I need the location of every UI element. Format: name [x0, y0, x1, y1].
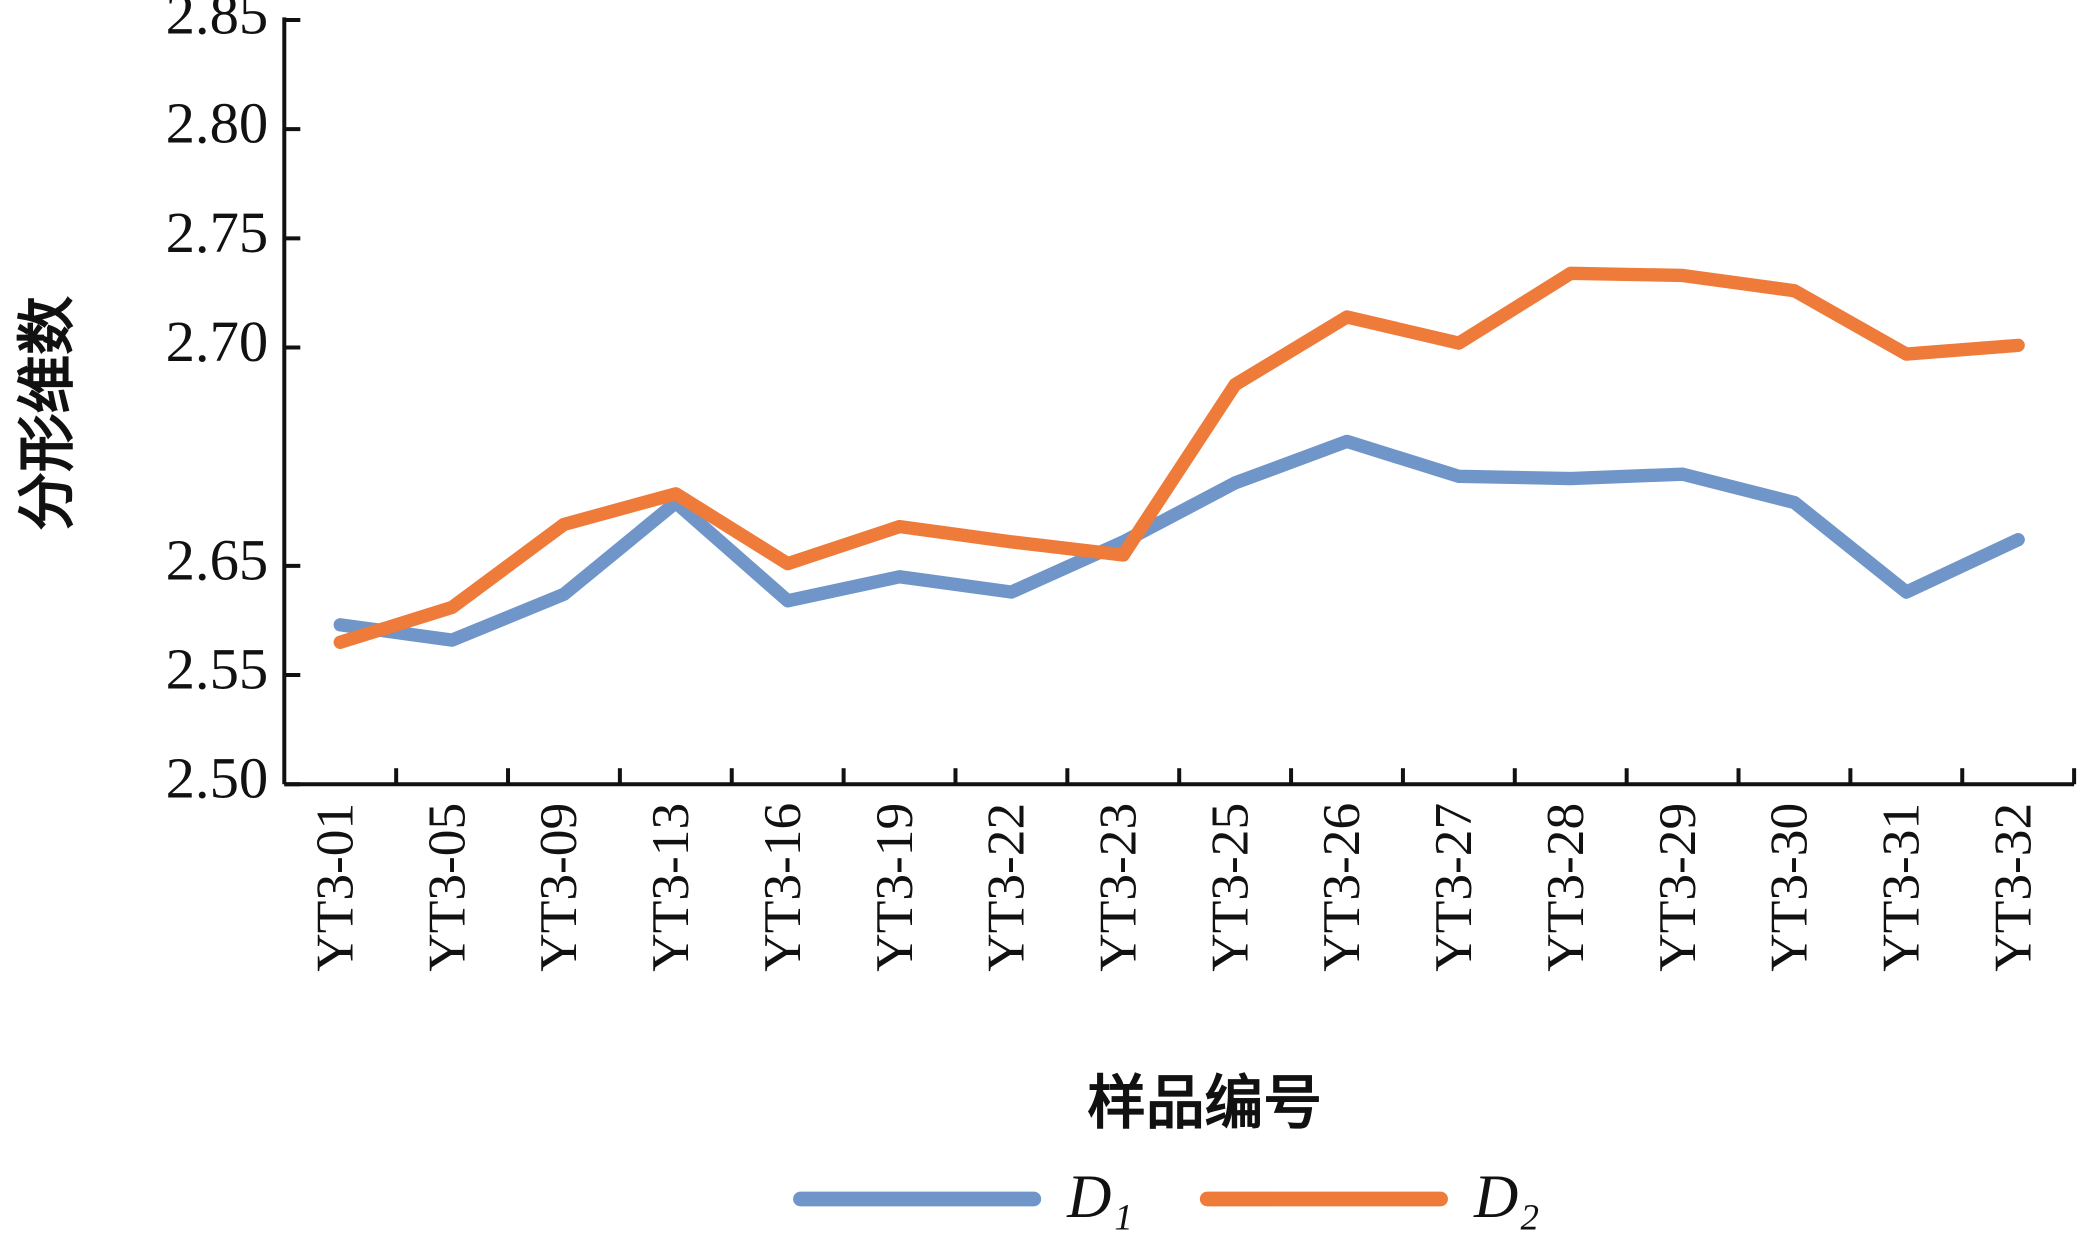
x-tick-label: YT3-23 [1088, 803, 1148, 972]
x-tick-label: YT3-09 [528, 803, 588, 972]
y-tick-label: 2.85 [166, 0, 269, 46]
x-tick-label: YT3-29 [1647, 803, 1707, 972]
y-tick-label: 2.70 [166, 309, 269, 374]
x-tick-label: YT3-16 [752, 803, 812, 972]
y-tick-label: 2.55 [166, 637, 269, 702]
data-line [333, 434, 2025, 647]
y-tick-label: 2.80 [166, 91, 269, 156]
x-tick-label: YT3-25 [1199, 803, 1259, 972]
x-tick-label: YT3-27 [1423, 803, 1483, 972]
legend-label: D₂ [1473, 1163, 1540, 1231]
x-axis-title: 样品编号 [1087, 1069, 1322, 1137]
x-tick-label: YT3-05 [416, 803, 476, 972]
x-tick-label: YT3-30 [1759, 803, 1819, 972]
y-tick-label: 2.75 [166, 200, 269, 265]
legend-label: D₁ [1066, 1163, 1133, 1231]
x-tick-label: YT3-26 [1311, 803, 1371, 972]
x-tick-label: YT3-31 [1871, 803, 1931, 972]
x-tick-label: YT3-32 [1982, 803, 2042, 972]
x-tick-label: YT3-28 [1535, 803, 1595, 972]
x-tick-label: YT3-01 [304, 803, 364, 972]
y-tick-label: 2.65 [166, 527, 269, 592]
x-tick-label: YT3-13 [640, 803, 700, 972]
data-line [333, 266, 2025, 649]
x-tick-label: YT3-19 [864, 803, 924, 972]
x-tick-label: YT3-22 [976, 803, 1036, 972]
y-axis-title: 分形维数 [13, 296, 81, 531]
y-tick-label: 2.50 [166, 746, 269, 811]
